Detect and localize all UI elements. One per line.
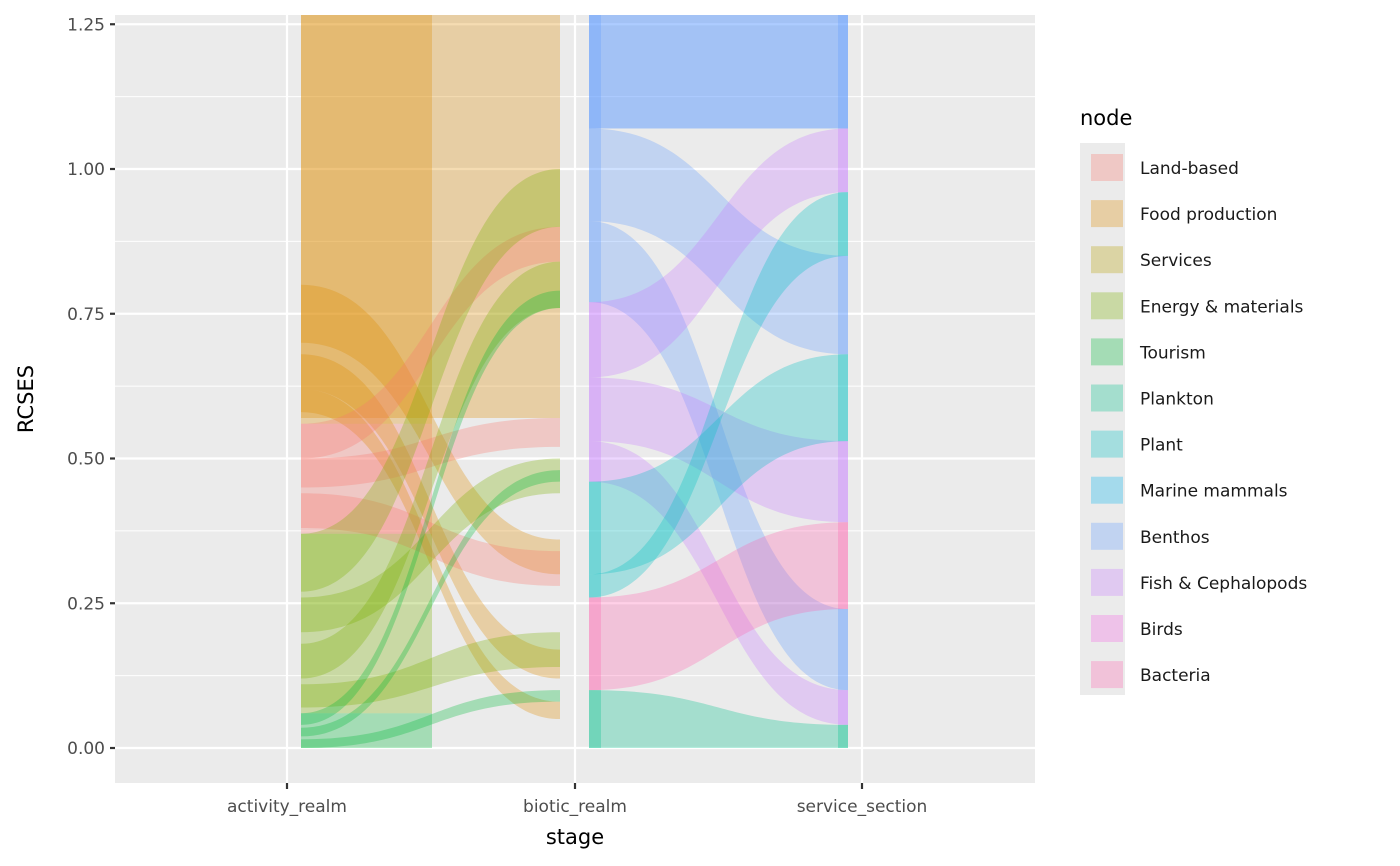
flow-ribbon xyxy=(301,261,560,679)
strata-layer xyxy=(301,15,848,748)
legend-key xyxy=(1091,430,1123,458)
stratum-bar xyxy=(838,192,848,256)
grid-lines xyxy=(115,15,1035,783)
flow-ribbon xyxy=(301,632,560,708)
stratum-bar xyxy=(838,441,848,523)
flow-ribbon xyxy=(301,169,560,418)
y-axis-title: RCSES xyxy=(14,365,38,433)
flow-ribbon xyxy=(301,169,560,592)
flow-ribbon xyxy=(301,493,560,586)
flow-ribbon xyxy=(589,522,848,691)
flow-ribbon xyxy=(589,221,848,691)
stratum-bar xyxy=(301,15,432,424)
stratum-bar xyxy=(301,15,560,169)
flow-ribbon xyxy=(301,354,560,679)
legend-label: Land-based xyxy=(1140,159,1239,179)
flow-ribbon xyxy=(589,441,848,725)
flow-ribbon xyxy=(589,354,848,575)
legend-label: Fish & Cephalopods xyxy=(1140,574,1307,594)
y-tick-label: 0.00 xyxy=(67,739,105,759)
legend-key xyxy=(1091,292,1123,320)
stratum-bar xyxy=(589,15,848,129)
legend-label: Energy & materials xyxy=(1140,297,1304,317)
flow-ribbon xyxy=(589,128,848,378)
flow-ribbon xyxy=(589,377,848,523)
legend-label: Plankton xyxy=(1140,390,1214,410)
flows-layer xyxy=(301,15,848,748)
stratum-bar xyxy=(838,128,848,193)
y-axis: 0.00 0.25 0.50 0.75 1.00 1.25 xyxy=(67,15,115,759)
legend-key xyxy=(1091,200,1123,228)
flow-ribbon xyxy=(301,389,560,720)
legend-title: node xyxy=(1080,106,1132,130)
legend-key xyxy=(1091,384,1123,412)
stratum-bar xyxy=(589,690,601,748)
stratum-bar xyxy=(301,713,432,748)
legend-key xyxy=(1091,154,1123,181)
legend-label: Plant xyxy=(1140,436,1183,456)
flow-ribbon xyxy=(301,690,560,748)
legend-label: Tourism xyxy=(1139,343,1206,363)
legend-key xyxy=(1091,615,1123,642)
legend-key xyxy=(1091,338,1123,366)
legend-key xyxy=(1091,522,1123,550)
legend-label: Birds xyxy=(1140,620,1183,640)
legend: node Land-based Food production Services En… xyxy=(1080,106,1307,695)
stratum-bar xyxy=(838,609,848,691)
stratum-bar xyxy=(301,423,432,534)
x-tick-label: biotic_realm xyxy=(523,797,627,817)
stratum-bar xyxy=(838,690,848,725)
legend-label: Bacteria xyxy=(1140,666,1211,686)
x-tick-label: activity_realm xyxy=(227,797,347,817)
stratum-bar xyxy=(589,302,601,482)
flow-ribbon xyxy=(301,290,560,725)
y-tick-label: 0.25 xyxy=(67,594,105,614)
flow-ribbon xyxy=(589,192,848,598)
legend-key-background xyxy=(1080,143,1125,695)
stratum-bar xyxy=(589,597,601,691)
y-tick-label: 0.75 xyxy=(67,305,105,325)
flow-ribbon xyxy=(301,470,560,737)
stratum-bar xyxy=(838,522,848,610)
y-tick-label: 1.25 xyxy=(67,15,105,35)
flow-ribbon xyxy=(301,226,560,459)
stratum-bar xyxy=(838,255,848,355)
legend-key xyxy=(1091,476,1123,504)
stratum-bar xyxy=(838,724,848,748)
legend-label: Benthos xyxy=(1140,528,1210,548)
flow-ribbon xyxy=(301,417,560,488)
legend-items: Land-based Food production Services Energy … xyxy=(1091,154,1307,689)
legend-label: Marine mammals xyxy=(1140,482,1288,502)
flow-ribbon xyxy=(301,284,560,575)
legend-label: Services xyxy=(1140,251,1212,271)
stratum-bar xyxy=(838,15,848,129)
stratum-bar xyxy=(838,354,848,442)
legend-key xyxy=(1091,246,1123,274)
stratum-bar xyxy=(301,533,432,714)
x-axis: activity_realm biotic_realm service_sectio… xyxy=(227,783,927,817)
flow-ribbon xyxy=(589,15,848,129)
y-tick-label: 1.00 xyxy=(67,160,105,180)
flow-ribbon xyxy=(589,128,848,355)
y-tick-label: 0.50 xyxy=(67,450,105,470)
flow-ribbon xyxy=(589,690,848,748)
stratum-bar xyxy=(589,481,601,598)
legend-key xyxy=(1091,568,1123,596)
x-tick-label: service_section xyxy=(797,797,928,817)
stratum-bar xyxy=(589,15,601,303)
flow-ribbon xyxy=(301,458,560,633)
x-axis-title: stage xyxy=(546,825,604,849)
legend-key xyxy=(1091,661,1123,689)
legend-label: Food production xyxy=(1140,205,1277,225)
